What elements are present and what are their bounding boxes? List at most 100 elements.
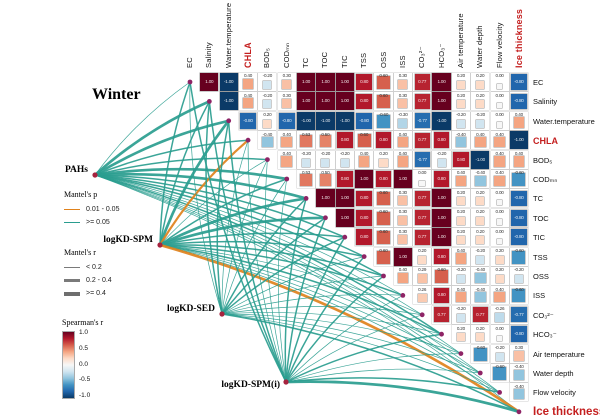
matrix-cell: 0.80 xyxy=(432,286,451,305)
column-label: Water.temperature xyxy=(223,2,233,68)
correlation-value: 0.40 xyxy=(398,267,407,273)
correlation-value: 0.40 xyxy=(495,131,504,137)
mantel-edge xyxy=(285,314,423,383)
correlation-square xyxy=(356,209,372,226)
correlation-square xyxy=(316,189,335,208)
correlation-square xyxy=(432,228,451,247)
mantel-edge xyxy=(221,236,346,315)
diagonal-node-dot xyxy=(477,370,483,376)
matrix-cell: 0.40 xyxy=(238,92,258,111)
correlation-square xyxy=(219,72,238,92)
correlation-square xyxy=(456,216,465,225)
correlation-value: -0.40 xyxy=(475,286,485,292)
correlation-square xyxy=(336,171,353,187)
correlation-square xyxy=(496,199,503,206)
correlation-value: 0.80 xyxy=(360,195,369,201)
diagonal-node-dot xyxy=(284,176,290,182)
thin-line-swatch xyxy=(64,267,80,268)
correlation-value: 1.00 xyxy=(321,78,330,84)
matrix-cell: -0.60 xyxy=(471,344,490,363)
correlation-value: 0.40 xyxy=(398,151,407,156)
matrix-cell: 0.80 xyxy=(355,189,374,208)
correlation-square xyxy=(476,119,485,128)
correlation-value: 0.00 xyxy=(495,189,504,195)
correlation-value: 0.20 xyxy=(495,267,504,273)
matrix-cell: 0.50 xyxy=(316,131,335,150)
spearman-colorbar-ticks: 1.0 0.5 0.0 -0.5 -1.0 xyxy=(79,329,91,399)
matrix-cell: 0.00 xyxy=(490,189,509,208)
matrix-cell: -0.40 xyxy=(471,169,490,189)
correlation-value: -0.40 xyxy=(475,267,485,273)
network-node-dot xyxy=(219,311,225,317)
correlation-value: 0.53 xyxy=(302,170,311,176)
matrix-cell: 0.20 xyxy=(471,92,490,111)
matrix-cell: -0.20 xyxy=(335,150,354,169)
correlation-square xyxy=(456,236,465,245)
mantel-edge xyxy=(208,101,287,383)
correlation-value: 1.00 xyxy=(205,78,214,84)
mantel-edge xyxy=(159,178,287,246)
correlation-square xyxy=(240,112,256,129)
correlation-value: 0.20 xyxy=(476,189,485,195)
correlation-square xyxy=(496,238,503,245)
correlation-value: -0.20 xyxy=(262,73,273,79)
correlation-square xyxy=(379,158,388,167)
correlation-value: 0.80 xyxy=(379,137,388,143)
matrix-cell: 0.80 xyxy=(355,208,374,227)
correlation-square xyxy=(432,111,451,130)
matrix-cell: 1.00 xyxy=(432,92,451,111)
correlation-square xyxy=(375,171,392,187)
correlation-square xyxy=(376,192,391,206)
correlation-value: 1.00 xyxy=(398,175,407,181)
matrix-cell: 0.80 xyxy=(374,131,393,150)
correlation-square xyxy=(263,81,272,90)
row-label: TOC xyxy=(533,213,549,223)
correlation-square xyxy=(316,111,335,130)
correlation-value: -1.00 xyxy=(301,117,311,123)
matrix-cell: 0.60 xyxy=(432,266,451,286)
correlation-value: 0.00 xyxy=(495,92,504,98)
correlation-square xyxy=(376,211,391,225)
mantel-edge xyxy=(221,197,307,315)
correlation-value: -0.60 xyxy=(514,248,524,253)
correlation-value: 0.50 xyxy=(321,131,330,137)
correlation-square xyxy=(513,369,525,381)
matrix-cell: -0.80 xyxy=(355,111,374,130)
correlation-square xyxy=(473,347,487,361)
correlation-value: 0.20 xyxy=(456,228,465,234)
mantel-edge xyxy=(159,244,462,354)
matrix-cell: -0.80 xyxy=(509,208,529,227)
mantel-edge xyxy=(221,217,326,315)
correlation-square xyxy=(398,118,408,128)
correlation-square xyxy=(494,136,505,148)
matrix-cell: 1.00 xyxy=(316,72,335,92)
correlation-square xyxy=(474,136,486,148)
correlation-square xyxy=(335,72,354,92)
correlation-value: -0.80 xyxy=(359,117,369,123)
correlation-value: -0.20 xyxy=(340,151,350,156)
correlation-value: 1.00 xyxy=(302,98,311,104)
column-label: TSS xyxy=(359,52,369,68)
mantel-edge xyxy=(159,244,384,277)
correlation-square xyxy=(456,313,465,322)
correlation-square xyxy=(433,248,450,265)
row-label: TSS xyxy=(533,252,548,262)
matrix-cell: 0.80 xyxy=(432,131,451,150)
network-node-label: logKD-SED xyxy=(166,304,215,314)
correlation-square xyxy=(376,114,391,128)
matrix-cell: 0.50 xyxy=(316,169,335,189)
correlation-value: -0.20 xyxy=(456,267,466,273)
row-label: BOD₅ xyxy=(533,155,553,165)
mantel-edge xyxy=(285,368,481,383)
column-label: CHLA xyxy=(243,42,254,68)
correlation-square xyxy=(297,72,316,92)
correlation-square xyxy=(456,119,465,128)
diagonal-node-dot xyxy=(187,79,193,85)
matrix-cell: 1.00 xyxy=(335,189,354,208)
mantel-edge xyxy=(94,157,268,176)
row-label: Flow velocity xyxy=(533,388,576,398)
column-label: Air temperature xyxy=(455,13,465,68)
correlation-square xyxy=(316,92,335,111)
correlation-square xyxy=(356,93,372,110)
